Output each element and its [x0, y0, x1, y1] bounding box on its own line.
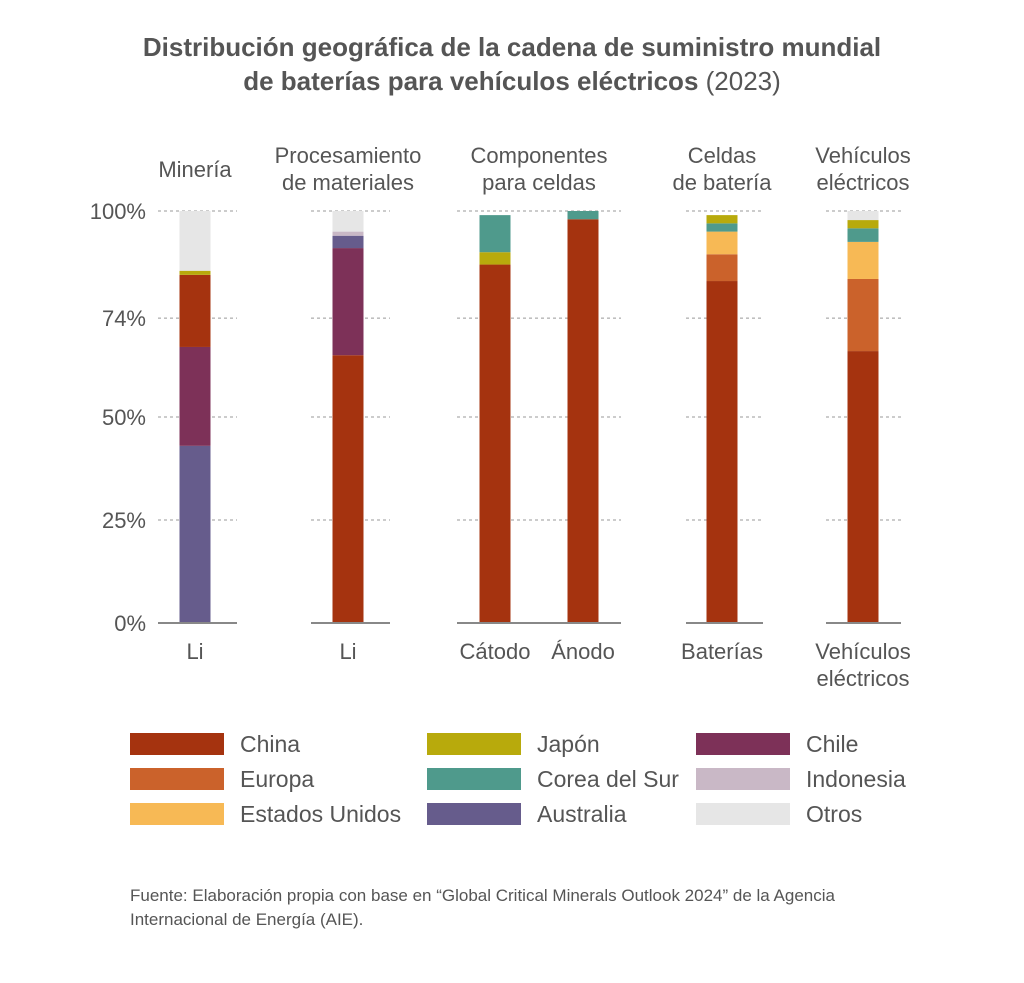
legend-label: Europa: [240, 765, 315, 792]
legend-item-chile: Chile: [696, 730, 859, 757]
group-header: para celdas: [482, 170, 596, 195]
legend-label: Otros: [806, 800, 863, 827]
y-tick-label: 0%: [114, 611, 146, 636]
x-tick-label: Cátodo: [460, 639, 531, 664]
legend-label: Indonesia: [806, 765, 906, 792]
legend-label: Australia: [537, 800, 627, 827]
chart-title-line-1: Distribución geográfica de la cadena de …: [142, 32, 882, 62]
chart-title-line-2-bold: de baterías para vehículos eléctricos: [243, 66, 699, 96]
legend-swatch: [696, 733, 790, 755]
legend-swatch: [427, 803, 521, 825]
bar-segment-japón-2: [479, 252, 511, 265]
legend-item-china: China: [130, 730, 301, 757]
group-header: eléctricos: [817, 170, 910, 195]
legend-swatch: [130, 733, 224, 755]
group-header: Celdas: [688, 143, 756, 168]
bar-segment-china-0: [179, 274, 211, 347]
group-header: de materiales: [282, 170, 414, 195]
x-tick-label: Li: [186, 639, 203, 664]
legend-swatch: [427, 768, 521, 790]
legend-label: Estados Unidos: [240, 800, 402, 827]
chart-title: Distribución geográfica de la cadena de …: [0, 30, 1024, 98]
bar-segment-estados-unidos-5: [847, 241, 879, 279]
chart-title-year: (2023): [698, 66, 781, 96]
group-header: Minería: [158, 157, 232, 182]
bar-segment-australia-1: [332, 235, 364, 249]
x-tick-label: Baterías: [681, 639, 763, 664]
bar-segment-china-2: [479, 264, 511, 623]
bar-segment-japón-0: [179, 270, 211, 275]
bar-segment-europa-5: [847, 278, 879, 352]
bar-segment-china-3: [567, 219, 599, 624]
bar-segment-chile-1: [332, 248, 364, 356]
source-line-2: Internacional de Energía (AIE).: [130, 910, 364, 929]
legend-item-indonesia: Indonesia: [696, 765, 906, 792]
bar-segment-japón-4: [706, 215, 738, 224]
x-tick-label: Vehículos: [815, 639, 910, 664]
group-header: Procesamiento: [275, 143, 422, 168]
bar-segment-china-5: [847, 351, 879, 623]
bar-segment-indonesia-1: [332, 231, 364, 236]
legend-swatch: [696, 768, 790, 790]
group-header: Componentes: [471, 143, 608, 168]
legend-item-estados-unidos: Estados Unidos: [130, 800, 402, 827]
legend-swatch: [130, 768, 224, 790]
bar-segment-china-1: [332, 355, 364, 623]
legend-swatch: [427, 733, 521, 755]
bar-segment-corea-del-sur-5: [847, 228, 879, 242]
y-tick-label: 25%: [102, 508, 146, 533]
bar-segment-corea-del-sur-3: [567, 211, 599, 220]
y-tick-label: 100%: [90, 199, 146, 224]
legend-swatch: [696, 803, 790, 825]
legend-label: Corea del Sur: [537, 765, 679, 792]
bar-segment-otros-0: [179, 211, 211, 271]
bar-segment-china-4: [706, 281, 738, 623]
legend-swatch: [130, 803, 224, 825]
chart-title-line-2: de baterías para vehículos eléctricos (2…: [0, 64, 1024, 98]
bar-segment-otros-1: [332, 211, 364, 232]
legend-item-europa: Europa: [130, 765, 315, 792]
bar-segment-japón-5: [847, 220, 879, 229]
x-tick-label: Ánodo: [551, 639, 615, 664]
legend-label: Chile: [806, 730, 859, 757]
legend-item-japón: Japón: [427, 730, 600, 757]
bar-segment-estados-unidos-4: [706, 231, 738, 255]
source-note: Fuente: Elaboración propia con base en “…: [130, 884, 930, 932]
bar-segment-australia-0: [179, 445, 211, 623]
group-header: de batería: [672, 170, 772, 195]
bar-segment-corea-del-sur-4: [706, 223, 738, 232]
bar-segment-chile-0: [179, 346, 211, 446]
legend-item-australia: Australia: [427, 800, 627, 827]
x-tick-label: eléctricos: [817, 666, 910, 691]
legend-item-corea-del-sur: Corea del Sur: [427, 765, 679, 792]
legend-item-otros: Otros: [696, 800, 863, 827]
y-tick-label: 74%: [102, 306, 146, 331]
chart-legend: China Europa Estados Unidos Japón Corea del …: [130, 730, 930, 842]
bar-segment-corea-del-sur-2: [479, 215, 511, 253]
y-tick-label: 50%: [102, 405, 146, 430]
group-header: Vehículos: [815, 143, 910, 168]
bar-segment-otros-5: [847, 211, 879, 221]
bar-segment-europa-4: [706, 254, 738, 282]
legend-label: China: [240, 730, 301, 757]
source-line-1: Fuente: Elaboración propia con base en “…: [130, 886, 835, 905]
legend-label: Japón: [537, 730, 600, 757]
x-tick-label: Li: [339, 639, 356, 664]
